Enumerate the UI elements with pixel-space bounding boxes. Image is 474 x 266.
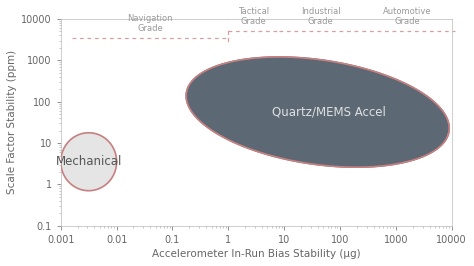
X-axis label: Accelerometer In-Run Bias Stability (μg): Accelerometer In-Run Bias Stability (μg) [152,249,361,259]
Y-axis label: Scale Factor Stability (ppm): Scale Factor Stability (ppm) [7,50,17,194]
Text: Mechanical: Mechanical [55,155,122,168]
Text: Automotive
Grade: Automotive Grade [383,7,431,26]
Text: Navigation
Grade: Navigation Grade [128,14,173,34]
Text: Quartz/MEMS Accel: Quartz/MEMS Accel [272,106,386,119]
Text: Industrial
Grade: Industrial Grade [301,7,340,26]
Polygon shape [61,133,117,191]
Text: Tactical
Grade: Tactical Grade [238,7,269,26]
Polygon shape [186,57,449,167]
